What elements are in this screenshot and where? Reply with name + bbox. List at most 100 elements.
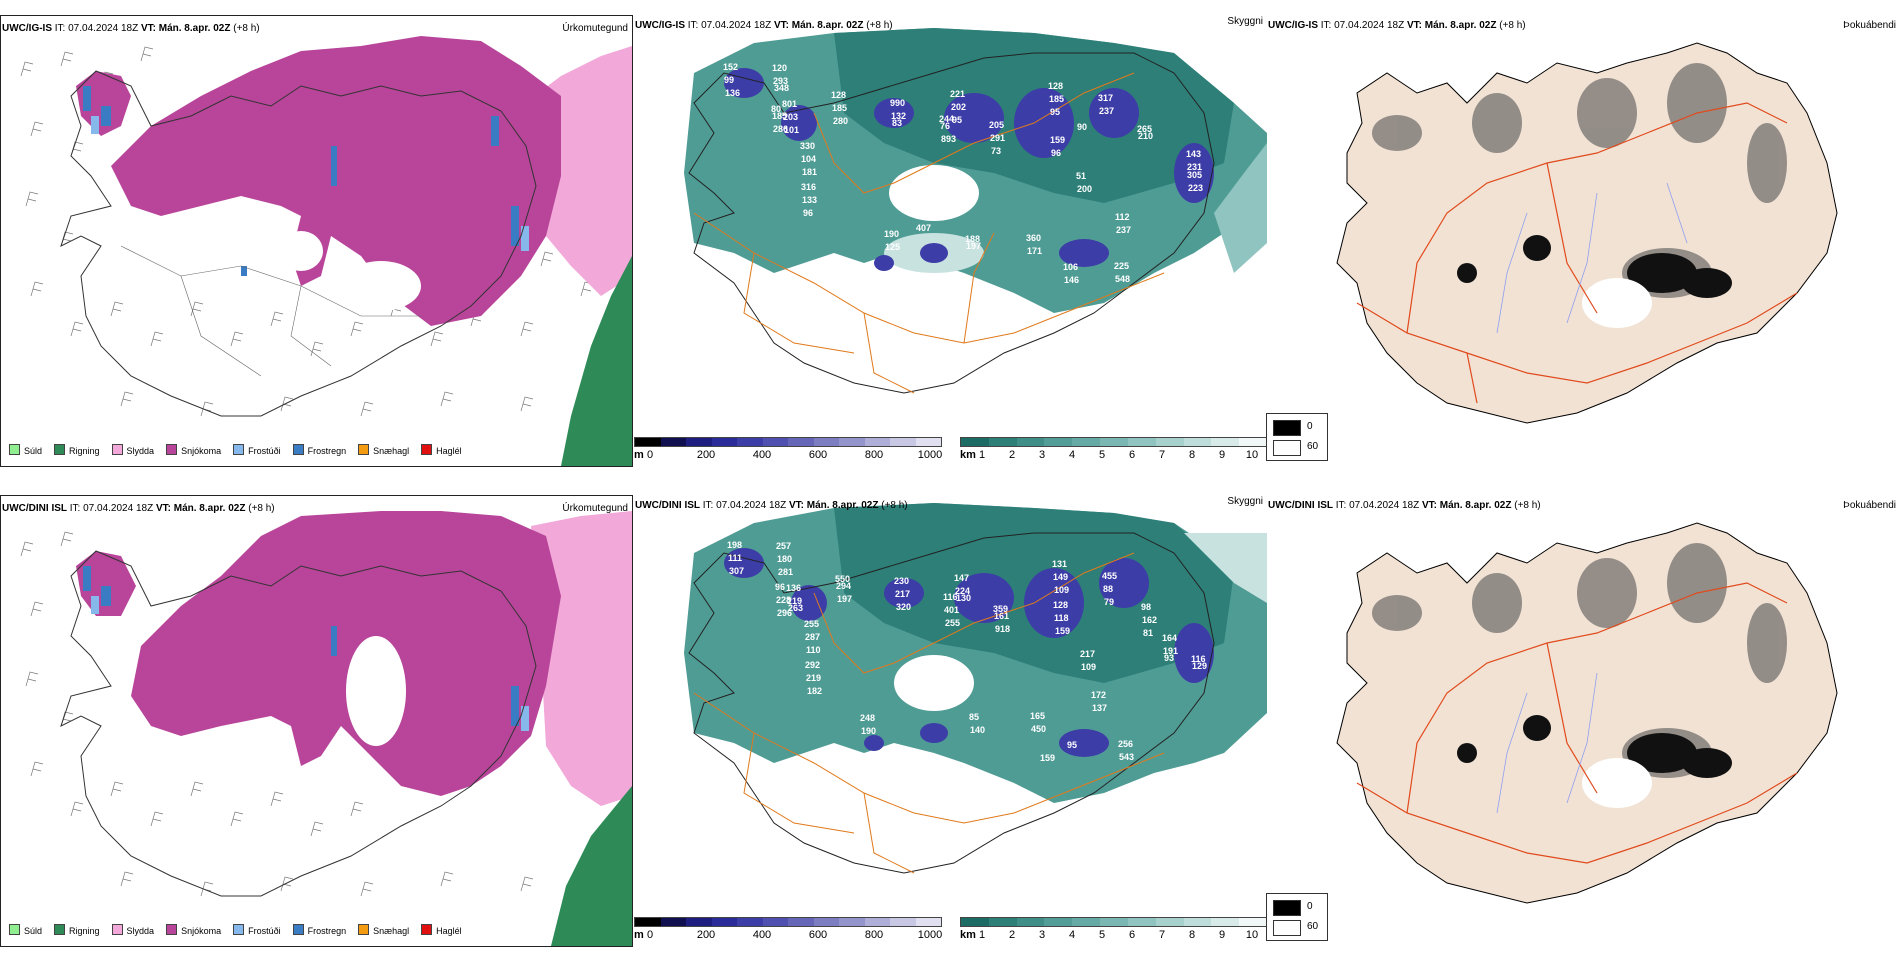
colorbar-tick: 1 [978,929,986,941]
colorbar-step [961,438,989,446]
elevation-labels: 152 120 80 801 128 330 316 990 244 221 205 128 90 317… [723,62,1203,285]
elevation-label: 83 [892,118,902,128]
model-name: UWC/DINI ISL [2,503,67,514]
precip-type-map [20,36,632,466]
colorbar-unit: m [634,449,644,461]
colorbar-step [890,438,916,446]
precip-legend-item: Snæhagl [358,444,409,456]
colorbar-tick: 600 [808,929,828,941]
elevation-label: 202 [951,102,966,112]
precip-legend-label: Snjókoma [181,926,222,936]
valid-time-label: VT: [140,23,156,34]
precip-legend-label: Frostregn [307,926,347,936]
colorbar-step [839,918,865,926]
elevation-label: 256 [1118,739,1133,749]
elevation-label: 85 [969,712,979,722]
elevation-label: 90 [1077,122,1087,132]
forecast-row-ig-is: UWC/IG-IS IT: 07.04.2024 18Z VT: Mán. 8.… [0,13,1900,483]
elevation-label: 230 [894,576,909,586]
elevation-label: 125 [885,242,900,252]
colorbar-bar [960,437,1268,447]
colorbar-tick: 8 [1188,929,1196,941]
precip-legend-label: Snæhagl [373,926,410,936]
elevation-label: 96 [1051,148,1061,158]
precip-legend-label: Slydda [126,446,155,456]
roads [1356,102,1798,404]
lead-time: (+8 h) [1499,20,1526,31]
colorbar-step [1211,918,1240,926]
elevation-label: 81 [1143,628,1153,638]
elevation-label: 225 [1114,261,1129,271]
elevation-label: 990 [890,98,905,108]
fog-strong [1457,235,1732,298]
valid-time: Mán. 8.apr. 02Z [1439,500,1512,511]
precip-legend-swatch [166,924,178,935]
precip-legend-item: Snæhagl [358,924,409,936]
elevation-label: 292 [805,660,820,670]
precip-legend-item: Súld [9,924,42,936]
lead-time: (+8 h) [1514,500,1541,511]
elevation-label: 257 [776,541,791,551]
elevation-label: 159 [1055,626,1070,636]
valid-time: Mán. 8.apr. 02Z [1424,20,1497,31]
fog-panel: UWC/DINI ISL IT: 07.04.2024 18Z VT: Mán.… [1267,493,1900,953]
elevation-label: 185 [832,103,847,113]
colorbar-step [1155,918,1184,926]
model-name: UWC/IG-IS [1268,20,1318,31]
precip-legend-label: Frostúði [248,926,281,936]
colorbar-step [1100,918,1128,926]
colorbar-step [915,918,941,926]
elevation-label: 79 [1104,597,1114,607]
panel-header: UWC/IG-IS IT: 07.04.2024 18Z VT: Mán. 8.… [635,16,1263,34]
colorbar-tick: 800 [864,449,884,461]
elevation-label: 407 [916,223,931,233]
colorbar-step [988,918,1017,926]
elevation-label: 128 [1048,81,1063,91]
colorbar-tick: 1000 [917,929,943,941]
model-name: UWC/DINI ISL [1268,500,1333,511]
elevation-label: 188 [965,234,980,244]
visibility-panel: 198 257 96 136 550 255 292 230 116 147 359 131 128 45… [634,493,1268,953]
colorbar-step [1016,438,1045,446]
precip-legend-item: Frostúði [233,444,281,456]
elevation-label: 129 [1192,661,1207,671]
precip-legend-label: Frostúði [248,446,281,456]
elevation-label: 180 [777,554,792,564]
colorbar-unit: km [960,449,976,461]
precip-legend-swatch [111,444,123,455]
elevation-label: 237 [1099,106,1114,116]
elevation-label: 185 [1049,94,1064,104]
colorbar-step [660,438,686,446]
precip-legend: Súld Rigning Slydda Snjókoma Frostúði Frostre… [9,924,474,938]
colorbar-step [813,438,839,446]
roads [693,72,1165,394]
elevation-label: 93 [1164,653,1174,663]
colorbar-step [711,918,737,926]
elevation-label: 217 [895,589,910,599]
elevation-label: 159 [1040,753,1055,763]
elevation-label: 255 [945,618,960,628]
elevation-label: 255 [804,619,819,629]
colorbar-step [1155,438,1184,446]
elevation-label: 128 [831,90,846,100]
precip-legend: Súld Rigning Slydda Snjókoma Frostúði Frostre… [9,444,474,458]
elevation-label: 893 [941,134,956,144]
fog-legend-label-60: 60 [1307,921,1319,932]
visibility-colorbar: km 1 2 3 4 5 6 7 8 9 10 [960,437,1268,461]
elevation-label: 219 [787,596,802,606]
panel-title: Úrkomutegund [562,503,628,514]
elevation-label: 450 [1031,724,1046,734]
iceland-coastline [60,550,537,897]
colorbar-tick: 400 [752,449,772,461]
iceland-coastline [60,70,537,417]
colorbar-step [1211,438,1240,446]
elevation-label: 182 [807,686,822,696]
colorbar-tick: 10 [1245,449,1259,461]
elevation-label: 88 [1103,584,1113,594]
colorbar-step [1072,438,1101,446]
colorbar-step [890,918,916,926]
elevation-label: 316 [801,182,816,192]
colorbar-tick: 9 [1218,929,1226,941]
colorbar-tick: 200 [696,929,716,941]
precip-legend-swatch [358,924,370,935]
